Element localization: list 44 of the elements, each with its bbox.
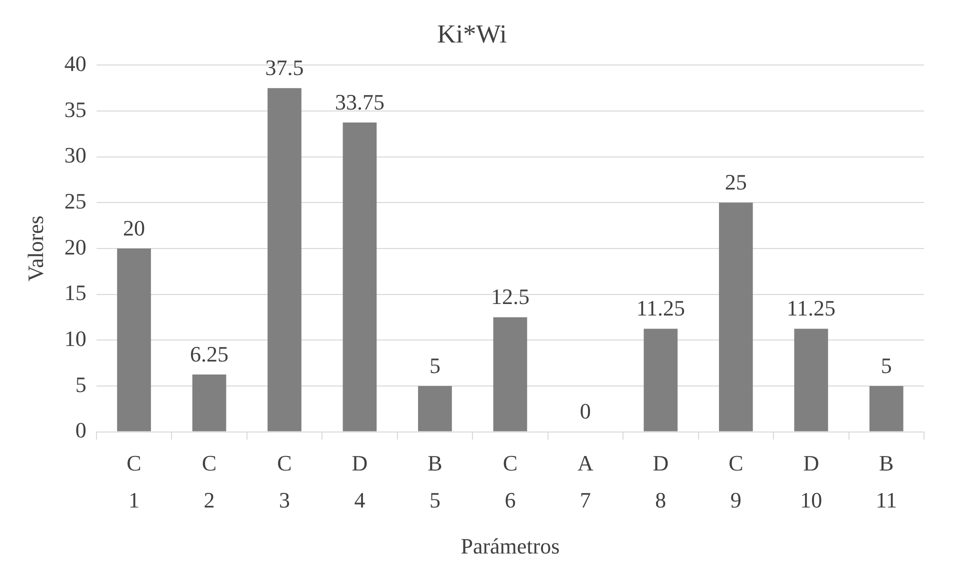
- data-label: 12.5: [490, 284, 530, 310]
- x-tick-label: B 11: [876, 450, 897, 513]
- x-tick-label: C 9: [728, 450, 744, 513]
- bar: [794, 328, 828, 432]
- y-axis-title: Valores: [22, 216, 48, 282]
- x-tick-label: D 4: [352, 450, 368, 513]
- data-label: 37.5: [265, 54, 304, 80]
- x-tick-label: C 3: [277, 450, 292, 513]
- bar: [493, 317, 528, 432]
- y-tick-label: 10: [64, 326, 86, 351]
- bar: [342, 122, 377, 432]
- data-label: 11.25: [636, 295, 686, 320]
- y-tick-label: 20: [64, 234, 86, 260]
- bar: [418, 386, 452, 432]
- y-tick-label: 15: [64, 280, 86, 306]
- y-tick-label: 5: [75, 372, 86, 397]
- chart-title: Ki*Wi: [437, 19, 507, 48]
- x-tick-label: C 1: [126, 450, 142, 513]
- data-label: 5: [429, 352, 440, 378]
- y-tick-label: 40: [64, 50, 86, 76]
- data-label: 5: [880, 352, 892, 378]
- bar: [644, 328, 678, 432]
- bar: [117, 248, 151, 432]
- x-tick-label: D 10: [800, 450, 822, 513]
- data-label: 20: [123, 215, 146, 240]
- x-tick-label: C 2: [202, 450, 217, 513]
- x-tick-label: B 5: [428, 450, 442, 513]
- x-axis-title: Parámetros: [460, 534, 560, 559]
- x-tick-label: D 8: [652, 450, 669, 513]
- y-tick-label: 30: [64, 142, 86, 168]
- bar: [869, 386, 904, 432]
- bar: [192, 374, 226, 432]
- data-label: 0: [580, 398, 591, 424]
- data-label: 11.25: [786, 295, 836, 320]
- x-tick-label: A 7: [577, 450, 594, 513]
- bar: [268, 88, 302, 432]
- y-tick-label: 0: [75, 418, 86, 443]
- data-label: 6.25: [190, 341, 229, 366]
- bar: [718, 202, 753, 432]
- data-label: 33.75: [334, 89, 384, 114]
- x-tick-label: C 6: [502, 450, 518, 513]
- data-label: 25: [724, 169, 747, 194]
- y-tick-label: 35: [64, 96, 86, 122]
- y-tick-label: 25: [64, 188, 86, 214]
